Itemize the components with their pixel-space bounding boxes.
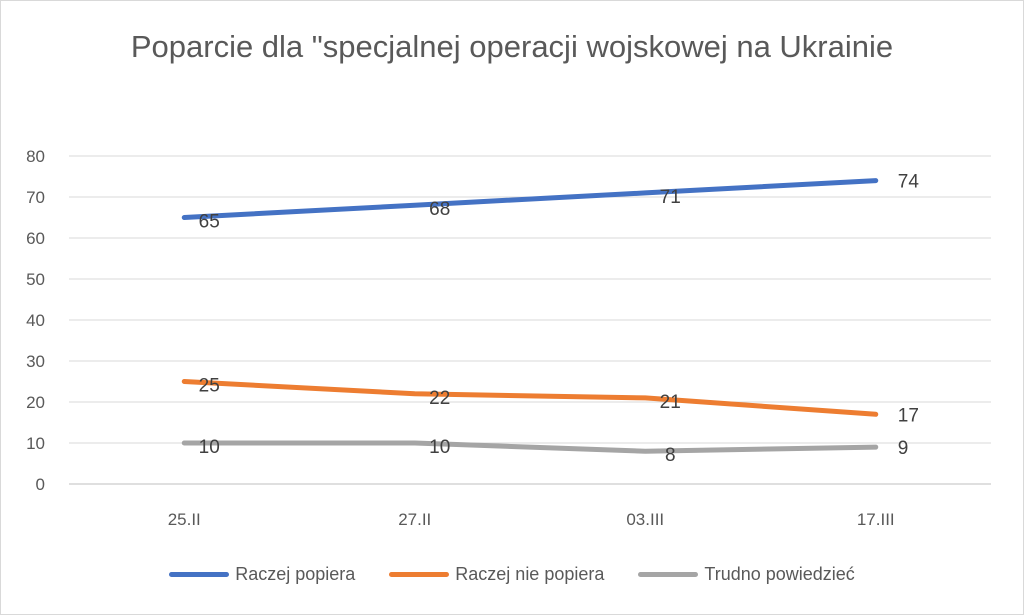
x-tick-label: 17.III xyxy=(857,510,895,529)
legend-swatch xyxy=(389,571,450,577)
y-tick-label: 70 xyxy=(26,188,45,207)
y-tick-label: 60 xyxy=(26,229,45,248)
chart-title: Poparcie dla "specjalnej operacji wojsko… xyxy=(130,29,894,64)
y-tick-label: 10 xyxy=(26,434,45,453)
y-tick-label: 20 xyxy=(26,393,45,412)
data-label: 74 xyxy=(898,172,920,193)
legend-swatch xyxy=(169,571,230,577)
legend-item: Raczej popiera xyxy=(169,564,355,585)
data-label: 71 xyxy=(660,187,681,208)
y-tick-label: 40 xyxy=(26,311,45,330)
x-tick-label: 27.II xyxy=(398,510,431,529)
data-label: 10 xyxy=(429,437,450,458)
y-tick-label: 50 xyxy=(26,270,45,289)
series-line xyxy=(181,178,879,220)
legend-item: Trudno powiedzieć xyxy=(638,563,855,585)
y-tick-label: 80 xyxy=(26,147,45,166)
y-axis-ticks: 0 10 20 30 40 50 60 70 80 xyxy=(26,147,45,494)
data-label: 9 xyxy=(898,438,909,459)
data-label: 8 xyxy=(665,445,676,466)
x-tick-label: 03.III xyxy=(626,510,664,529)
data-label: 65 xyxy=(199,212,220,233)
y-tick-label: 0 xyxy=(36,475,45,494)
series-lines xyxy=(181,178,879,454)
data-label: 68 xyxy=(429,199,450,220)
legend-label: Raczej popiera xyxy=(235,563,356,584)
x-axis-ticks: 25.II 27.II 03.III 17.III xyxy=(168,510,895,529)
legend-item: Raczej nie popiera xyxy=(389,564,604,585)
legend-label: Trudno powiedzieć xyxy=(704,563,855,584)
data-label: 22 xyxy=(429,388,450,409)
data-label: 10 xyxy=(199,437,220,458)
data-label: 25 xyxy=(199,376,220,397)
legend-swatch xyxy=(638,571,699,577)
y-tick-label: 30 xyxy=(26,352,45,371)
data-labels: 65 68 71 74 25 22 21 17 10 10 8 9 xyxy=(199,172,920,467)
x-tick-label: 25.II xyxy=(168,510,201,529)
data-label: 21 xyxy=(660,392,681,413)
legend-label: Raczej nie popiera xyxy=(455,563,605,584)
legend: Raczej popiera Raczej nie popiera Trudno p… xyxy=(1,559,1023,589)
series-line xyxy=(181,440,879,454)
series-line xyxy=(181,379,879,417)
data-label: 17 xyxy=(898,405,919,426)
gridlines xyxy=(69,155,991,485)
